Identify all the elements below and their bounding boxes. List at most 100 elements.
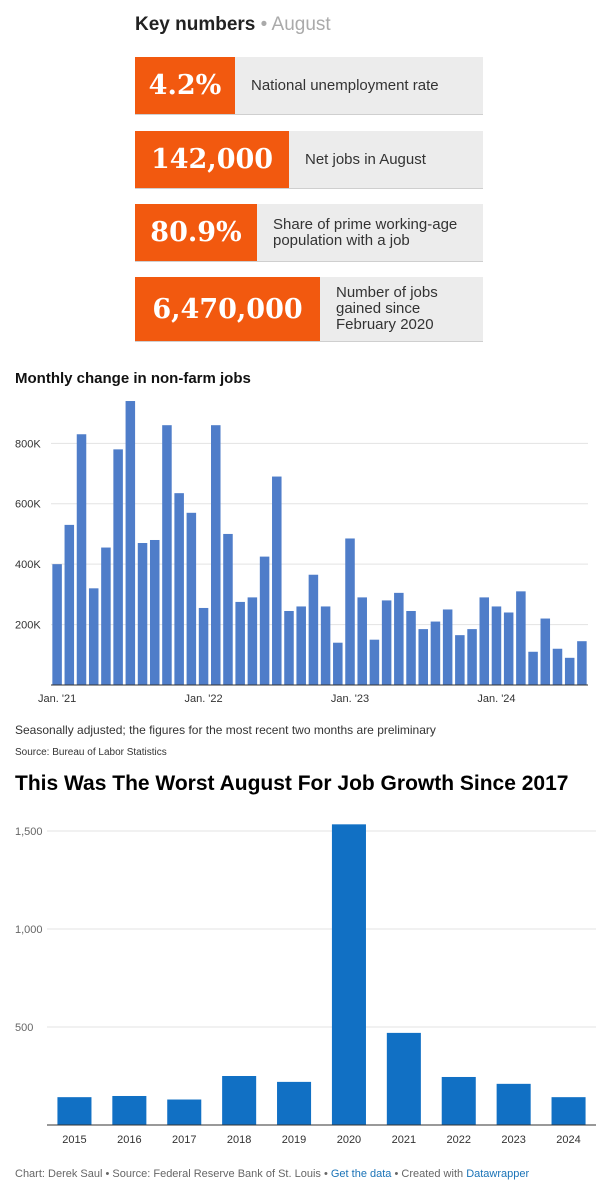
chart1-svg: 200K 400K 600K 800K Jan. '21 Jan. '22 Jan. '23… (15, 401, 588, 705)
key-number-value: 4.2% (135, 57, 235, 114)
key-numbers-subtitle: August (271, 14, 331, 35)
key-number-value: 6,470,000 (135, 277, 320, 341)
chart2-bar (112, 1095, 147, 1125)
chart1-x-tick-label: Jan. '21 (38, 693, 76, 705)
chart1-bar (235, 601, 245, 685)
chart1-bar (101, 547, 111, 685)
chart1-bar (369, 639, 380, 685)
chart1-bar (406, 610, 416, 685)
key-numbers-heading: Key numbers (135, 14, 256, 35)
chart1-bar (223, 533, 233, 685)
chart1-bar (211, 425, 221, 685)
key-number-row: 4.2% National unemployment rate (135, 57, 483, 115)
chart1-bar (442, 609, 453, 685)
chart1-bar (259, 556, 270, 685)
chart1-bar (418, 629, 428, 685)
chart1-bar (162, 425, 172, 685)
chart2-x-tick-label: 2018 (227, 1134, 251, 1146)
chart1-bar (357, 597, 367, 685)
chart1-bar (564, 657, 575, 685)
chart1-bar (491, 606, 502, 685)
chart1-bar (552, 648, 563, 685)
chart1-bar (479, 597, 490, 685)
chart1-y-tick-label: 200K (15, 620, 41, 632)
chart2-bar (277, 1081, 312, 1125)
chart1-bar (137, 543, 148, 685)
get-the-data-link[interactable]: Get the data (330, 1168, 392, 1180)
chart1-bar (284, 610, 294, 685)
key-number-value: 142,000 (135, 131, 289, 188)
chart1-title: Monthly change in non-farm jobs (15, 370, 251, 387)
chart1-bar (577, 641, 587, 685)
key-number-label: Net jobs in August (305, 150, 426, 168)
chart2-bar (441, 1076, 476, 1125)
chart1-bar (320, 606, 331, 685)
key-number-label: Share of prime working-age population wi… (273, 215, 458, 249)
chart1-bar (52, 564, 62, 685)
chart2-y-tick-label: 1,000 (15, 924, 43, 936)
chart2-x-tick-label: 2016 (117, 1134, 141, 1146)
key-number-value: 80.9% (135, 204, 257, 261)
key-numbers-separator: • (255, 14, 272, 35)
chart2-x-tick-label: 2021 (392, 1134, 416, 1146)
key-number-row: 142,000 Net jobs in August (135, 131, 483, 189)
key-number-row: 6,470,000 Number of jobs gained since Fe… (135, 277, 483, 342)
chart2-x-tick-label: 2022 (447, 1134, 471, 1146)
chart1-bar (149, 539, 160, 685)
chart1-x-tick-label: Jan. '23 (331, 693, 369, 705)
key-number-label: Number of jobs gained since February 202… (336, 284, 438, 333)
chart2-x-tick-label: 2024 (556, 1134, 580, 1146)
chart2-title: This Was The Worst August For Job Growth… (15, 772, 569, 795)
chart2-x-tick-label: 2015 (62, 1134, 86, 1146)
chart2-bar (551, 1097, 586, 1125)
chart1-bar (516, 591, 526, 685)
chart2-x-tick-label: 2019 (282, 1134, 306, 1146)
chart1-bar (333, 642, 343, 685)
chart-footer: Chart: Derek Saul • Source: Federal Rese… (15, 1168, 529, 1180)
chart1-bar (76, 434, 87, 685)
footer-credit: Chart: Derek Saul • Source: Federal Rese… (15, 1168, 331, 1180)
chart1-bar (88, 588, 99, 685)
chart1-bar (430, 621, 441, 685)
chart1-bar (455, 635, 465, 685)
chart1-bar (528, 651, 538, 685)
chart2-x-tick-label: 2017 (172, 1134, 196, 1146)
chart2-bar (331, 824, 366, 1125)
chart1-bar (308, 574, 319, 685)
chart1-bar (540, 618, 551, 685)
chart1-bar (467, 629, 477, 685)
chart1-bar (345, 538, 355, 685)
chart1-source: Source: Bureau of Labor Statistics (15, 747, 167, 758)
chart2-bar (57, 1097, 92, 1125)
chart1-bar (198, 607, 209, 685)
chart1-bar (381, 600, 392, 685)
chart1-bar (186, 512, 197, 685)
chart1-bar (247, 597, 258, 685)
chart1-note: Seasonally adjusted; the figures for the… (15, 723, 436, 737)
chart1-bar (272, 476, 282, 685)
key-numbers-title: Key numbers • August (135, 14, 331, 36)
chart2-y-tick-label: 500 (15, 1022, 33, 1034)
chart1-bar (503, 612, 514, 685)
chart1-y-tick-label: 800K (15, 438, 41, 450)
chart1-y-tick-label: 400K (15, 559, 41, 571)
chart2-bar (167, 1099, 202, 1125)
key-number-row: 80.9% Share of prime working-age populat… (135, 204, 483, 262)
chart1-x-tick-label: Jan. '24 (477, 693, 515, 705)
chart2-x-tick-label: 2023 (501, 1134, 525, 1146)
chart2-y-tick-label: 1,500 (15, 826, 43, 838)
chart1-y-tick-label: 600K (15, 499, 41, 511)
chart1-bar (296, 606, 306, 685)
chart1-bar (174, 493, 184, 685)
chart2-bar (496, 1083, 531, 1125)
chart1-bar (113, 449, 123, 685)
chart2-bar (222, 1076, 257, 1125)
chart2-bar (386, 1032, 421, 1125)
chart1-bar (125, 401, 136, 685)
chart1-x-tick-label: Jan. '22 (184, 693, 222, 705)
datawrapper-link[interactable]: Datawrapper (466, 1168, 530, 1180)
key-number-label: National unemployment rate (251, 76, 439, 94)
chart2-svg: 500 1,000 1,500 2015 2016 2017 2018 2019 2020 202… (15, 824, 596, 1146)
chart1-bar (64, 524, 75, 685)
chart1-bar (394, 592, 404, 685)
